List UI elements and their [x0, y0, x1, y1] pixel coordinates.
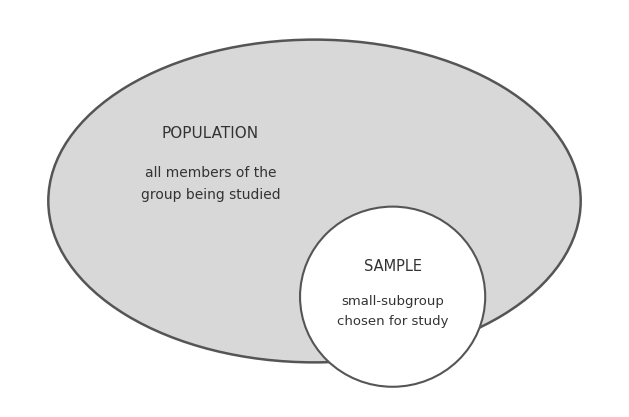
- Text: POPULATION: POPULATION: [162, 126, 259, 141]
- Text: small-subgroup
chosen for study: small-subgroup chosen for study: [337, 295, 448, 328]
- Ellipse shape: [48, 40, 581, 362]
- Text: all members of the
group being studied: all members of the group being studied: [140, 166, 280, 202]
- Ellipse shape: [300, 206, 485, 387]
- Text: SAMPLE: SAMPLE: [364, 259, 421, 274]
